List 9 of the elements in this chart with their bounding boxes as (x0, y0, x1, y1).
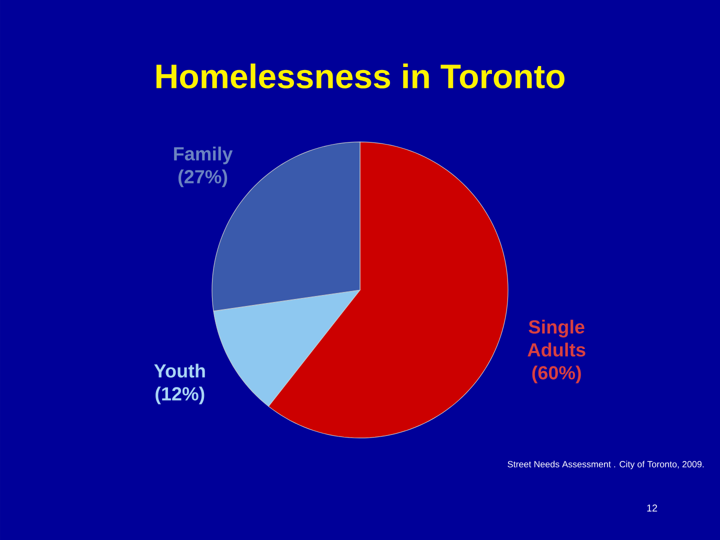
data-label: (27%) (178, 170, 228, 188)
slice-label: Single Adults (528, 320, 586, 357)
slice-label: Family (174, 146, 233, 164)
data-label: (60%) (532, 366, 581, 384)
text: Street Needs Assessment . City of Toronto, 2009. (508, 460, 704, 470)
slice-label: Youth (154, 364, 205, 378)
text: 12 (647, 504, 658, 512)
data-label: (12%) (156, 386, 204, 404)
chart-title: Homelessness in Toronto (156, 64, 564, 88)
